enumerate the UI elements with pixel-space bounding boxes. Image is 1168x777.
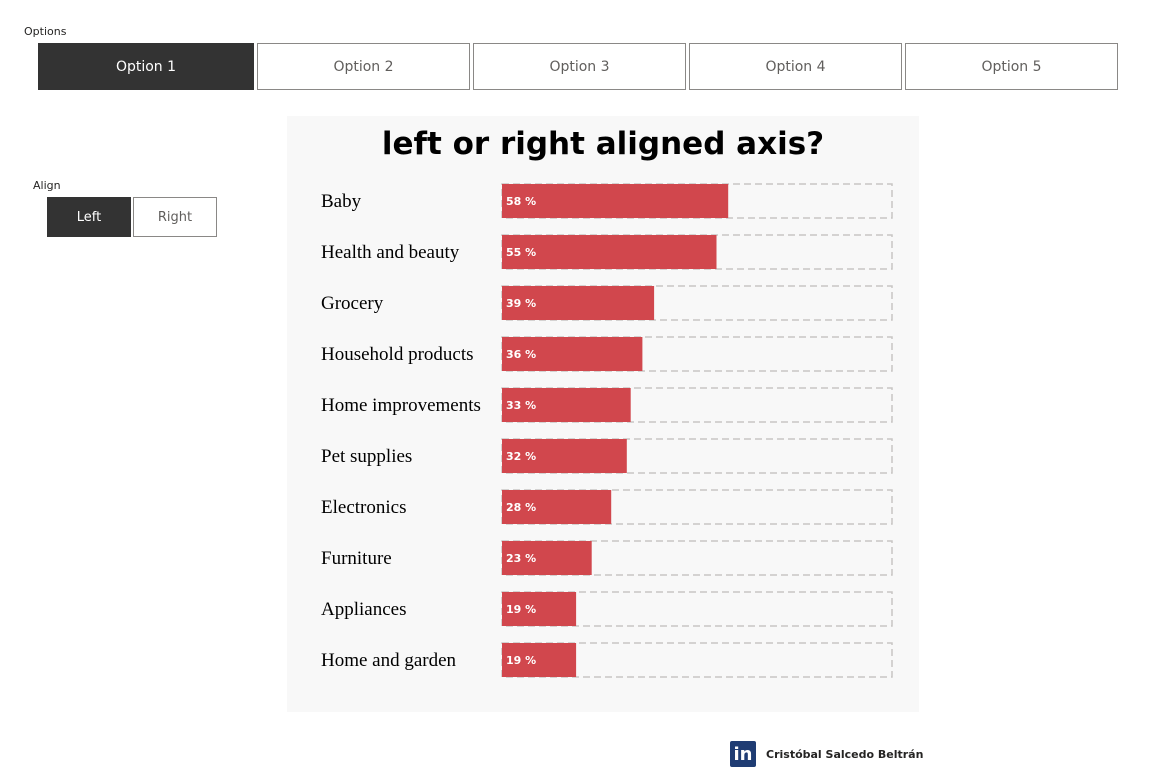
bar-value-label: 28 % (506, 501, 536, 514)
category-label: Grocery (321, 293, 384, 314)
category-label: Home improvements (321, 395, 481, 416)
chart-title: left or right aligned axis? (381, 126, 825, 162)
align-right-button[interactable]: Right (133, 197, 217, 237)
author-name: Cristóbal Salcedo Beltrán (766, 747, 924, 761)
align-label: Align (33, 179, 61, 192)
category-label: Appliances (321, 599, 406, 620)
bar-value-label: 19 % (506, 603, 536, 616)
bar[interactable] (502, 388, 631, 422)
option-5-button[interactable]: Option 5 (905, 43, 1118, 90)
category-label: Furniture (321, 548, 392, 569)
bar-value-label: 36 % (506, 348, 536, 361)
bar[interactable] (502, 286, 655, 320)
bar[interactable] (502, 643, 577, 677)
bar-value-label: 39 % (506, 297, 536, 310)
align-left-button[interactable]: Left (47, 197, 131, 237)
option-3-button[interactable]: Option 3 (473, 43, 686, 90)
linkedin-icon[interactable]: in (730, 741, 756, 767)
bar-value-label: 32 % (506, 450, 536, 463)
bar[interactable] (502, 337, 643, 371)
category-label: Pet supplies (321, 446, 412, 467)
bar[interactable] (502, 235, 717, 269)
category-label: Household products (321, 344, 474, 365)
category-label: Baby (321, 191, 362, 212)
bar[interactable] (502, 541, 592, 575)
bar-value-label: 33 % (506, 399, 536, 412)
category-label: Electronics (321, 497, 406, 518)
category-label: Home and garden (321, 650, 457, 671)
bar[interactable] (502, 439, 627, 473)
option-1-button[interactable]: Option 1 (38, 43, 254, 90)
bar-value-label: 58 % (506, 195, 536, 208)
align-slicer: Left Right (47, 197, 217, 237)
options-slicer: Option 1 Option 2 Option 3 Option 4 Opti… (38, 43, 1118, 90)
bar[interactable] (502, 592, 577, 626)
bar-value-label: 23 % (506, 552, 536, 565)
bar-value-label: 19 % (506, 654, 536, 667)
option-4-button[interactable]: Option 4 (689, 43, 902, 90)
bar-value-label: 55 % (506, 246, 536, 259)
category-label: Health and beauty (321, 242, 460, 263)
author-credit: in Cristóbal Salcedo Beltrán (730, 741, 923, 767)
bar-chart: Baby 58 % Health and beauty 55 % Grocery 39 %… (321, 183, 893, 678)
options-label: Options (24, 25, 67, 38)
option-2-button[interactable]: Option 2 (257, 43, 470, 90)
chart-panel: left or right aligned axis? Baby 58 % Heal… (287, 116, 919, 712)
bar[interactable] (502, 490, 612, 524)
bar[interactable] (502, 184, 729, 218)
